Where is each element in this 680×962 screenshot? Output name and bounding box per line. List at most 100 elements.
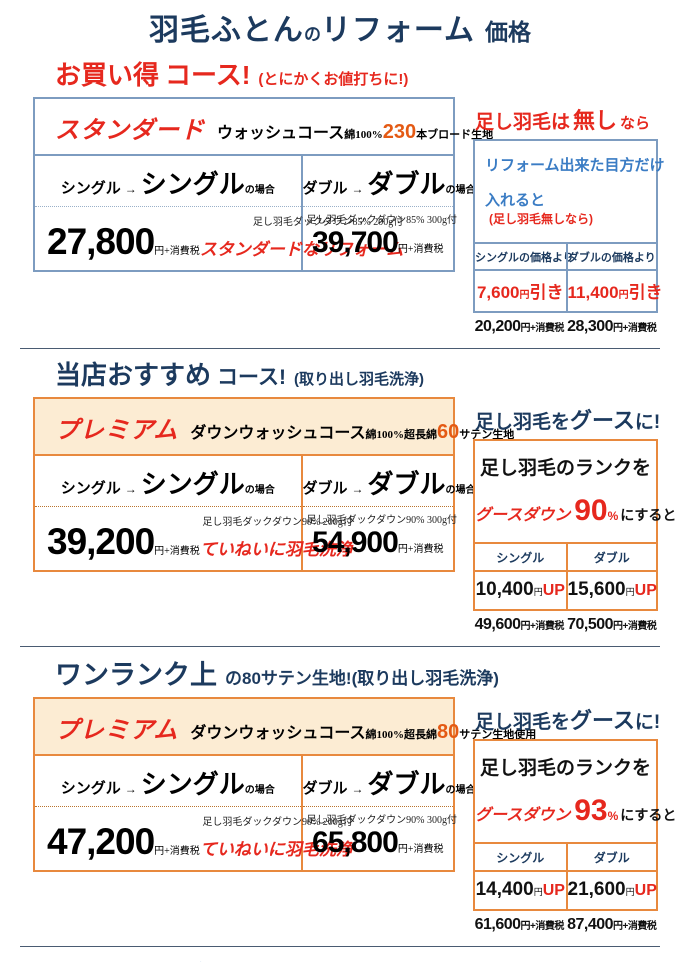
arrow-icon: →	[124, 482, 137, 496]
price-number: 47,200	[47, 821, 155, 862]
up-label: UP	[542, 582, 565, 599]
upgrade-value: 21,600円UP	[568, 872, 657, 909]
course-name: プレミアム	[55, 717, 179, 744]
double-column: ダブル → ダブルの場合 足し羽毛ダックダウン90% 300g付 54,900円+消…	[302, 456, 476, 570]
upgrade-rank-line: グースダウン 90% にすると	[475, 484, 676, 542]
double-net-price: 70,500円+消費税	[566, 616, 659, 634]
arrow-icon: →	[351, 182, 364, 196]
single-price-area: 39,200円+消費税 足し羽毛ダックダウン90% 200g付 ていねいに羽毛洗…	[35, 507, 353, 569]
single-column: シングル → シングルの場合 39,200円+消費税 足し羽毛ダックダウン90% 2…	[35, 456, 353, 570]
no-added-down-box: リフォーム出来た目方だけ 入れると (足し羽毛無しなら) シングルの価格より 7,…	[473, 139, 665, 313]
page-title: 羽毛ふとんのリフォーム 価格	[0, 0, 680, 49]
up-number: 10,400	[475, 579, 534, 600]
section-divider	[20, 646, 660, 647]
section-recommended-course: 当店おすすめ コース! (取り出し羽毛洗浄) プレミアム ダウンウォッシュコース 綿…	[0, 355, 680, 634]
col-header: ダブル	[567, 844, 656, 872]
total-number: 20,200	[474, 318, 521, 335]
section-divider	[20, 348, 660, 349]
size-case: の場合	[445, 485, 476, 496]
total-unit: 円+消費税	[613, 921, 657, 932]
double-net-price: 28,300円+消費税	[566, 318, 659, 336]
down-note: 足し羽毛ダックダウン90% 300g付	[306, 815, 457, 826]
section-heading: 当店おすすめ コース! (取り出し羽毛洗浄)	[55, 355, 662, 392]
double-price-area: 足し羽毛ダックダウン90% 300g付 54,900円+消費税	[303, 507, 457, 570]
tagline: ていねいに羽毛洗浄	[199, 840, 353, 859]
box-line-1: リフォーム出来た目方だけ	[485, 157, 665, 174]
price-number: 39,700	[312, 226, 399, 259]
size-to: シングル	[140, 169, 245, 199]
fabric-prefix: 綿100%超長綿	[365, 429, 438, 441]
tagline: ていねいに羽毛洗浄	[199, 540, 353, 559]
fabric-prefix: 綿100%	[344, 129, 383, 141]
size-from: ダブル	[302, 780, 348, 797]
section-standard-course: お買い得 コース! (とにかくお値打ちに!) スタンダード ウォッシュコース 綿10…	[0, 55, 680, 336]
net-price-row: 20,200円+消費税 28,300円+消費税	[473, 318, 658, 336]
fabric-suffix: サテン生地	[459, 429, 515, 441]
arrow-icon: →	[124, 182, 137, 196]
discount-value: 11,400円引き	[568, 271, 663, 311]
value-unit: 円	[519, 290, 530, 301]
single-price: 27,800円+消費税	[47, 223, 200, 260]
section-heading: お買い得 コース! (とにかくお値打ちに!)	[55, 55, 662, 92]
up-number: 14,400	[475, 879, 534, 900]
course-box: スタンダード ウォッシュコース 綿100%230本ブロード生地 シングル → シング…	[33, 97, 493, 272]
price-unit: 円+消費税	[397, 244, 444, 255]
course-type: ダウンウォッシュコース	[190, 725, 366, 742]
upgrade-value: 14,400円UP	[475, 872, 566, 909]
down-note: 足し羽毛ダックダウン85% 300g付	[306, 215, 457, 226]
rank-suffix: にすると	[620, 807, 677, 823]
arrow-icon: →	[124, 782, 137, 796]
up-unit: 円	[533, 587, 543, 597]
box-line-2: 入れると	[485, 192, 546, 209]
double-price: 39,700円+消費税	[307, 226, 449, 261]
double-price: 65,800円+消費税	[307, 826, 449, 861]
double-discount-col: ダブルの価格より 11,400円引き	[565, 244, 663, 311]
price-unit: 円+消費税	[397, 544, 444, 555]
double-net-price: 87,400円+消費税	[566, 916, 659, 934]
rank-number: 90	[574, 494, 608, 527]
title-part-4: 価格	[485, 19, 532, 45]
size-from: シングル	[60, 480, 121, 497]
single-price: 39,200円+消費税	[47, 523, 200, 560]
size-case: の場合	[244, 485, 275, 496]
single-size-row: シングル → シングルの場合	[35, 756, 301, 807]
fabric-suffix: サテン生地使用	[459, 729, 537, 741]
price-unit: 円+消費税	[154, 546, 200, 557]
heading-post: に!	[634, 712, 661, 733]
course-box: プレミアム ダウンウォッシュコース 綿100%超長綿60サテン生地 シングル → シ…	[33, 397, 514, 572]
fabric-suffix: 本ブロード生地	[416, 129, 494, 141]
double-size-row: ダブル → ダブルの場合	[302, 156, 476, 207]
single-discount-col: シングルの価格より 7,600円引き	[475, 244, 574, 311]
single-price-area: 47,200円+消費税 足し羽毛ダックダウン90% 200g付 ていねいに羽毛洗…	[35, 807, 353, 869]
box-line-2-note: (足し羽毛無しなら)	[489, 212, 593, 226]
total-number: 49,600	[474, 616, 521, 633]
size-to: シングル	[140, 769, 245, 799]
discount-value: 7,600円引き	[475, 271, 566, 311]
size-from: シングル	[60, 780, 121, 797]
heading-mid: コース!	[217, 366, 286, 389]
upgrade-rank-line: グースダウン 93% にすると	[475, 784, 676, 842]
course-name: スタンダード	[55, 117, 205, 144]
discount-table: シングルの価格より 7,600円引き ダブルの価格より 11,400円引き	[475, 242, 663, 311]
upgrade-title: 足し羽毛のランクを	[479, 458, 651, 479]
goose-upgrade-box: 足し羽毛のランクを グースダウン 93% にすると シングル 14,400円UP ダ…	[473, 739, 676, 911]
arrow-icon: →	[351, 782, 364, 796]
fabric-number: 230	[382, 121, 417, 143]
double-price-area: 足し羽毛ダックダウン90% 300g付 65,800円+消費税	[303, 807, 457, 870]
heading-paren: の80サテン生地!(取り出し羽毛洗浄)	[225, 669, 499, 688]
double-column: ダブル → ダブルの場合 足し羽毛ダックダウン85% 300g付 39,700円+消…	[302, 156, 476, 270]
down-note: 足し羽毛ダックダウン85% 200g付	[252, 217, 404, 228]
double-upgrade-col: ダブル 15,600円UP	[565, 544, 657, 609]
upgrade-title: 足し羽毛のランクを	[479, 758, 651, 779]
value-suffix: 引き	[529, 283, 564, 302]
single-net-price: 20,200円+消費税	[473, 318, 566, 336]
single-price: 47,200円+消費税	[47, 823, 200, 860]
right-panel-heading: 足し羽毛をグースに!	[475, 703, 661, 735]
fabric-prefix: 綿100%超長綿	[365, 729, 438, 741]
heading-pre: 足し羽毛は	[475, 112, 571, 133]
course-header-row: プレミアム ダウンウォッシュコース 綿100%超長綿60サテン生地	[35, 399, 514, 456]
course-type: ダウンウォッシュコース	[190, 425, 366, 442]
arrow-icon: →	[351, 482, 364, 496]
heading-accent: グース	[570, 408, 635, 433]
